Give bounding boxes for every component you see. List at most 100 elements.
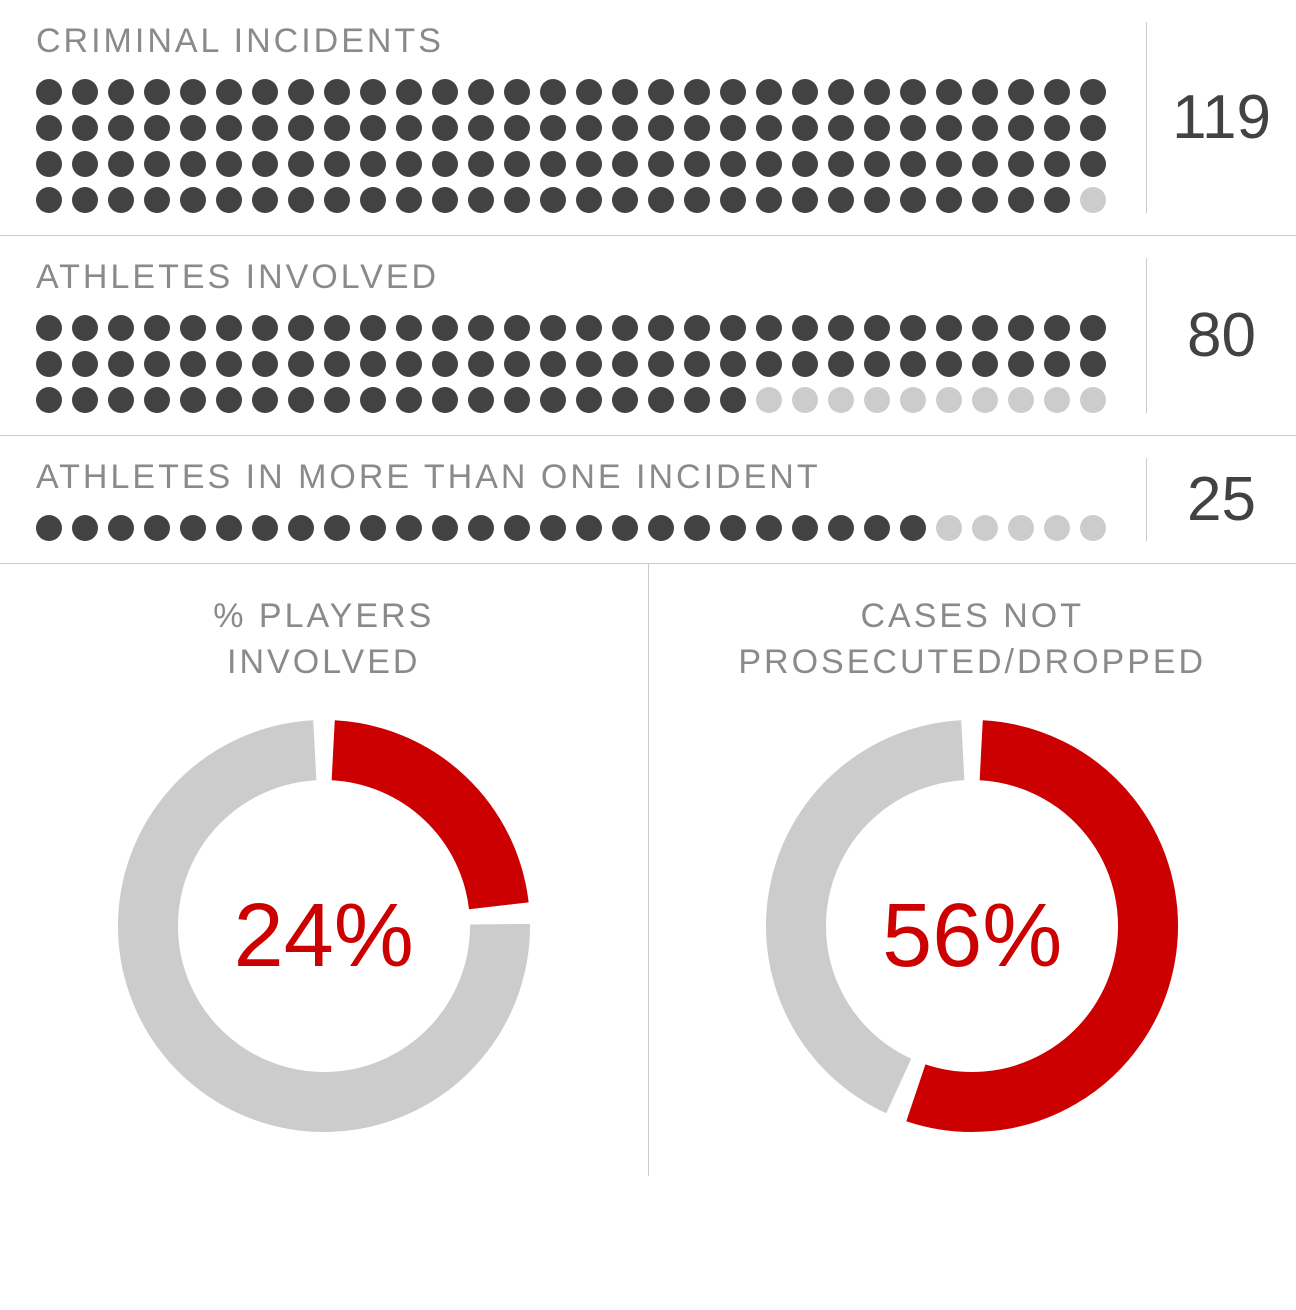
dot-filled	[1080, 79, 1106, 105]
dot-filled	[324, 387, 350, 413]
dot-filled	[396, 115, 422, 141]
dot-filled	[720, 387, 746, 413]
dot-filled	[144, 151, 170, 177]
dot-filled	[468, 315, 494, 341]
dot-empty	[1080, 387, 1106, 413]
dot-filled	[1008, 315, 1034, 341]
dot-section-value: 80	[1146, 258, 1296, 413]
dot-filled	[936, 115, 962, 141]
infographic-container: CRIMINAL INCIDENTS119ATHLETES INVOLVED80…	[0, 0, 1296, 1176]
dot-empty	[1008, 515, 1034, 541]
dot-filled	[648, 351, 674, 377]
dot-filled	[684, 315, 710, 341]
dot-filled	[1044, 115, 1070, 141]
dot-filled	[324, 79, 350, 105]
dot-empty	[972, 387, 998, 413]
dot-filled	[1008, 115, 1034, 141]
dot-filled	[900, 115, 926, 141]
dot-filled	[864, 79, 890, 105]
dot-filled	[36, 187, 62, 213]
dot-empty	[1044, 387, 1070, 413]
dot-filled	[468, 115, 494, 141]
dot-filled	[396, 351, 422, 377]
dot-row	[36, 151, 1126, 177]
dot-filled	[288, 387, 314, 413]
donut-percent-label: 56%	[762, 885, 1182, 988]
dot-filled	[828, 187, 854, 213]
dot-filled	[216, 79, 242, 105]
dot-empty	[936, 515, 962, 541]
dot-row	[36, 187, 1126, 213]
dot-filled	[720, 515, 746, 541]
dot-filled	[144, 315, 170, 341]
dot-filled	[504, 115, 530, 141]
dot-filled	[792, 79, 818, 105]
dot-filled	[216, 315, 242, 341]
dot-filled	[864, 187, 890, 213]
dot-section-left: CRIMINAL INCIDENTS	[36, 22, 1126, 213]
dot-filled	[792, 115, 818, 141]
dot-filled	[864, 351, 890, 377]
dot-empty	[1080, 515, 1106, 541]
dot-section-left: ATHLETES IN MORE THAN ONE INCIDENT	[36, 458, 1126, 541]
dot-filled	[288, 151, 314, 177]
dot-filled	[720, 315, 746, 341]
dot-section: ATHLETES INVOLVED80	[0, 236, 1296, 436]
dot-filled	[72, 515, 98, 541]
dot-filled	[720, 151, 746, 177]
dot-filled	[864, 115, 890, 141]
dot-filled	[756, 187, 782, 213]
donut-title: % PLAYERSINVOLVED	[20, 594, 628, 686]
dot-empty	[828, 387, 854, 413]
dot-filled	[288, 351, 314, 377]
dot-filled	[828, 351, 854, 377]
donut-title: CASES NOTPROSECUTED/DROPPED	[669, 594, 1277, 686]
dot-filled	[252, 187, 278, 213]
dot-filled	[360, 151, 386, 177]
dot-filled	[900, 187, 926, 213]
dot-filled	[108, 187, 134, 213]
dot-empty	[756, 387, 782, 413]
dot-filled	[324, 515, 350, 541]
dot-filled	[756, 151, 782, 177]
dot-filled	[504, 515, 530, 541]
dot-filled	[828, 515, 854, 541]
dot-filled	[684, 387, 710, 413]
dot-filled	[864, 515, 890, 541]
dot-filled	[576, 315, 602, 341]
dot-filled	[684, 115, 710, 141]
dot-filled	[468, 387, 494, 413]
dot-filled	[216, 151, 242, 177]
dot-filled	[432, 115, 458, 141]
dot-filled	[504, 315, 530, 341]
dot-filled	[972, 79, 998, 105]
dot-filled	[180, 151, 206, 177]
dot-filled	[936, 351, 962, 377]
dot-filled	[252, 351, 278, 377]
dot-filled	[252, 315, 278, 341]
dot-filled	[360, 315, 386, 341]
dot-filled	[1044, 351, 1070, 377]
dot-empty	[792, 387, 818, 413]
dot-filled	[432, 387, 458, 413]
dot-filled	[72, 315, 98, 341]
dot-filled	[828, 115, 854, 141]
dot-filled	[216, 387, 242, 413]
dot-filled	[900, 515, 926, 541]
dot-filled	[144, 187, 170, 213]
dot-filled	[648, 187, 674, 213]
dot-filled	[936, 315, 962, 341]
dot-filled	[540, 387, 566, 413]
dot-filled	[504, 79, 530, 105]
dot-filled	[756, 315, 782, 341]
dot-filled	[504, 387, 530, 413]
dot-filled	[288, 187, 314, 213]
dot-filled	[1044, 151, 1070, 177]
dot-filled	[576, 515, 602, 541]
dot-filled	[540, 315, 566, 341]
dot-filled	[684, 351, 710, 377]
dot-filled	[396, 187, 422, 213]
dot-grid	[36, 79, 1126, 213]
dot-filled	[36, 115, 62, 141]
dot-filled	[108, 315, 134, 341]
